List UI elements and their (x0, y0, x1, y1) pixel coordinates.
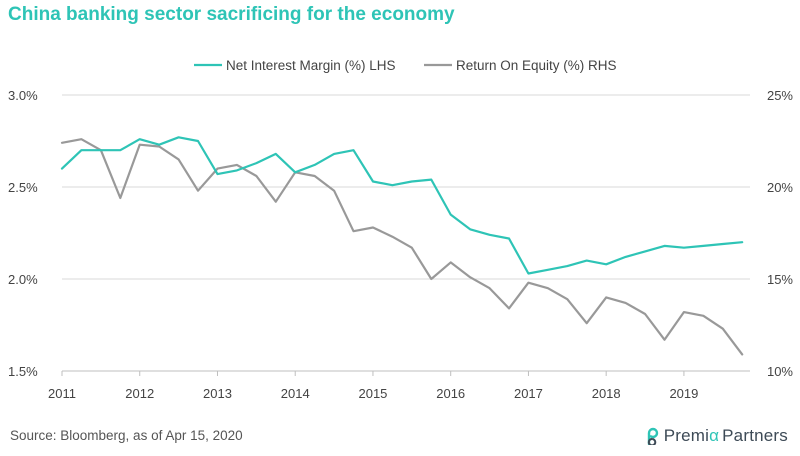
logo-alpha: α (709, 426, 720, 445)
y-right-tick-label: 10% (767, 364, 793, 379)
logo-wordmark: Premiα Partners (664, 426, 788, 446)
x-tick-label: 2012 (125, 386, 154, 401)
x-tick-label: 2019 (669, 386, 698, 401)
chart-canvas: 2011 2012 2013 2014 2015 2016 2017 2018 2019 1.5… (8, 58, 793, 401)
gridlines (62, 94, 750, 372)
y-left-tick-label: 1.5% (8, 364, 38, 379)
x-tick-label: 2013 (203, 386, 232, 401)
y-left-tick-label: 2.0% (8, 272, 38, 287)
y-axis-left: 1.5% 2.0% 2.5% 3.0% (8, 88, 38, 379)
x-tick-label: 2011 (48, 386, 76, 401)
x-tick-label: 2017 (514, 386, 543, 401)
nim-series-line (60, 136, 744, 275)
series-lines (60, 136, 744, 356)
source-note: Source: Bloomberg, as of Apr 15, 2020 (10, 428, 243, 443)
y-right-tick-label: 20% (767, 180, 793, 195)
premia-partners-logo: Premiα Partners (646, 426, 788, 447)
roe-series-line (60, 138, 744, 356)
y-right-tick-label: 25% (767, 88, 793, 103)
x-tick-label: 2016 (436, 386, 465, 401)
y-right-tick-label: 15% (767, 272, 793, 287)
logo-word-premi: Premi (663, 426, 710, 445)
y-left-tick-label: 2.5% (8, 180, 38, 195)
premia-logo-icon (646, 427, 660, 447)
legend: Net Interest Margin (%) LHS Return On Equ… (194, 58, 617, 73)
legend-label-roe: Return On Equity (%) RHS (456, 58, 617, 73)
y-left-tick-label: 3.0% (8, 88, 38, 103)
x-axis: 2011 2012 2013 2014 2015 2016 2017 2018 2019 (48, 371, 698, 401)
legend-label-nim: Net Interest Margin (%) LHS (226, 58, 396, 73)
x-tick-label: 2018 (592, 386, 621, 401)
y-axis-right: 10% 15% 20% 25% (767, 88, 793, 379)
x-tick-label: 2015 (358, 386, 387, 401)
x-tick-label: 2014 (281, 386, 310, 401)
chart-title: China banking sector sacrificing for the… (8, 4, 455, 25)
logo-word-partners: Partners (722, 426, 788, 445)
